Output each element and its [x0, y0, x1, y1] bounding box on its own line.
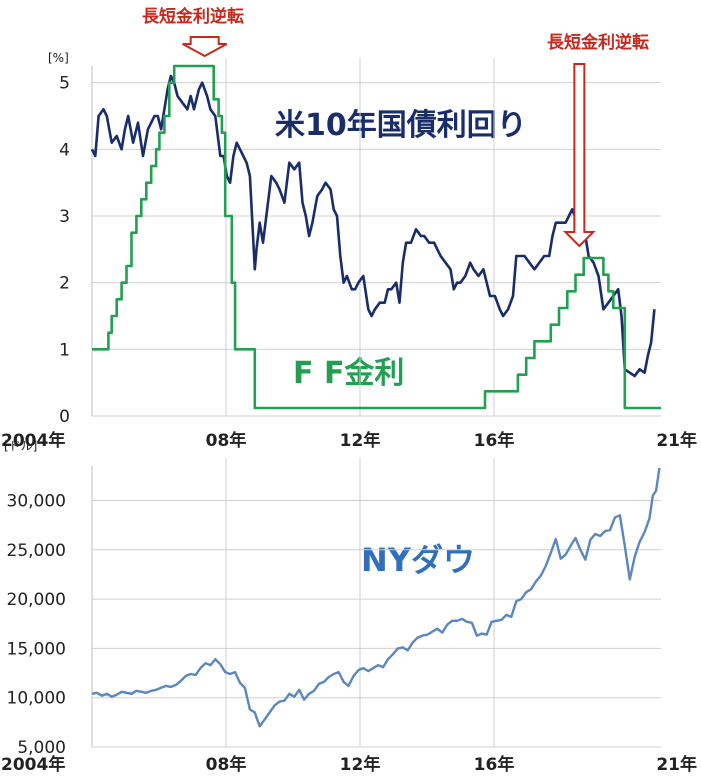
y-tick-label: 1: [59, 340, 70, 360]
top-chart: 0 1 2 3 4 5 2004年 08年 12年 16年 21年: [1, 36, 697, 451]
x-tick-label: 2004年: [1, 754, 65, 775]
x-tick-label: 21年: [656, 754, 697, 775]
series-label-treasury: 米10年国債利回り: [275, 108, 527, 143]
y-tick-label: 0: [59, 407, 70, 427]
x-tick-label: 12年: [340, 430, 381, 451]
annotation-arrow-left: [182, 36, 228, 58]
y-tick-label: 20,000: [7, 590, 66, 610]
series-label-ff-rate: F F金利: [293, 356, 404, 391]
series-line-0: [90, 74, 656, 378]
series-line-0: [91, 467, 661, 728]
series-line-1: [92, 64, 661, 410]
y-tick-label: 5,000: [17, 738, 66, 758]
y-tick-label: 10,000: [7, 689, 66, 709]
x-tick-label: 16年: [474, 754, 515, 775]
y-tick-label: 25,000: [7, 541, 66, 561]
x-tick-label: 16年: [474, 430, 515, 451]
y-tick-label: 15,000: [7, 639, 66, 659]
annotation-left: 長短金利逆転: [142, 6, 244, 27]
y-tick-label: 4: [59, 140, 70, 160]
unit-label-dollar: [ドル]: [4, 439, 37, 453]
y-tick-label: 30,000: [7, 492, 66, 512]
annotation-arrow-right: [562, 63, 596, 248]
x-tick-label: 21年: [656, 430, 697, 451]
x-tick-label: 12年: [340, 754, 381, 775]
x-tick-label: 08年: [206, 430, 247, 451]
unit-label-percent: [%]: [48, 51, 69, 65]
y-tick-label: 3: [59, 207, 70, 227]
series-label-nydow: NYダウ: [361, 541, 475, 579]
y-tick-label: 5: [59, 74, 70, 94]
x-tick-label: 2004年: [1, 430, 65, 451]
annotation-right: 長短金利逆転: [547, 32, 649, 53]
x-tick-label: 08年: [206, 754, 247, 775]
bottom-chart: 5,000 10,000 15,000 20,000 25,000 30,000 2004年…: [1, 458, 697, 775]
y-tick-label: 2: [59, 274, 70, 294]
